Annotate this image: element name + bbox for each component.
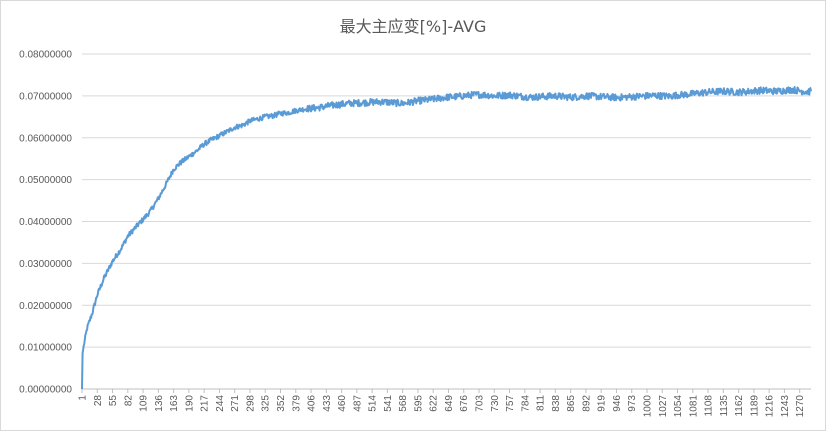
- x-tick-label: 1135: [719, 395, 730, 417]
- x-tick-label: 460: [337, 395, 348, 412]
- y-tick-label: 0.05000000: [19, 175, 72, 186]
- y-tick-label: 0.07000000: [19, 91, 72, 102]
- x-tick-label: 865: [566, 395, 577, 412]
- x-tick-label: 541: [383, 395, 394, 412]
- x-tick-label: 1108: [704, 395, 715, 417]
- x-tick-label: 892: [581, 395, 592, 412]
- series-line: [81, 86, 812, 390]
- x-tick-label: 109: [139, 395, 150, 412]
- y-tick-label: 0.03000000: [19, 259, 72, 270]
- y-tick-label: 0.01000000: [19, 343, 72, 354]
- x-tick-label: 406: [307, 395, 318, 412]
- x-tick-label: 676: [459, 395, 470, 412]
- x-tick-label: 703: [475, 395, 486, 412]
- x-tick-label: 163: [169, 395, 180, 412]
- x-tick-label: 82: [123, 395, 134, 407]
- x-tick-label: 811: [536, 395, 547, 411]
- x-tick-label: 622: [429, 395, 440, 412]
- x-tick-label: 1243: [780, 395, 791, 418]
- x-tick-label: 1216: [765, 395, 776, 418]
- x-tick-label: 487: [352, 395, 363, 412]
- x-tick-label: 1054: [673, 395, 684, 418]
- y-tick-label: 0.06000000: [19, 133, 72, 144]
- x-tick-label: 379: [291, 395, 302, 412]
- x-tick-label: 784: [520, 395, 531, 412]
- x-tick-label: 136: [154, 395, 165, 412]
- x-tick-label: 568: [398, 395, 409, 412]
- x-tick-label: 1000: [642, 395, 653, 418]
- x-tick-label: 1162: [734, 395, 745, 417]
- x-tick-label: 595: [413, 395, 424, 412]
- chart-title: 最大主应变[%]-AVG: [339, 17, 487, 36]
- x-tick-label: 271: [230, 395, 241, 412]
- x-tick-label: 1081: [688, 395, 699, 418]
- x-tick-label: 1189: [749, 395, 760, 417]
- x-tick-label: 757: [505, 395, 516, 412]
- x-tick-label: 298: [245, 395, 256, 412]
- x-tick-label: 1: [78, 395, 89, 401]
- y-tick-label: 0.00000000: [19, 385, 72, 396]
- y-tick-label: 0.08000000: [19, 50, 72, 61]
- x-tick-label: 433: [322, 395, 333, 412]
- x-tick-label: 946: [612, 395, 623, 412]
- y-tick-label: 0.02000000: [19, 301, 72, 312]
- x-tick-label: 1270: [795, 395, 806, 418]
- x-tick-label: 352: [276, 395, 287, 412]
- x-tick-label: 973: [627, 395, 638, 412]
- x-tick-label: 217: [200, 395, 211, 412]
- y-tick-label: 0.04000000: [19, 217, 72, 228]
- x-tick-label: 838: [551, 395, 562, 412]
- x-tick-label: 649: [444, 395, 455, 412]
- x-tick-label: 244: [215, 395, 226, 412]
- x-tick-label: 28: [93, 395, 104, 407]
- x-tick-label: 1027: [658, 395, 669, 418]
- x-tick-label: 730: [490, 395, 501, 412]
- x-tick-label: 919: [597, 395, 608, 412]
- x-tick-label: 514: [368, 395, 379, 412]
- x-tick-label: 55: [108, 395, 119, 407]
- x-tick-label: 325: [261, 395, 272, 412]
- x-tick-label: 190: [184, 395, 195, 412]
